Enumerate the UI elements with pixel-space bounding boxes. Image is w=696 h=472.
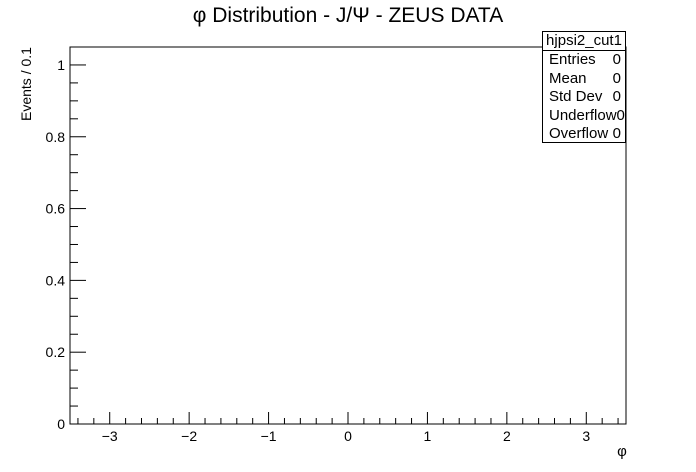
x-tick-label: −2 <box>181 428 197 444</box>
y-tick-label: 0 <box>57 416 65 432</box>
x-tick-label: 1 <box>424 428 432 444</box>
y-axis: 0 0.2 0.4 0.6 0.8 1 <box>46 46 86 432</box>
chart-title: φ Distribution - J/Ψ - ZEUS DATA <box>192 4 504 27</box>
stats-label: Underflow <box>549 106 617 124</box>
stats-value: 0 <box>612 88 621 106</box>
stats-row: Mean 0 <box>543 70 625 89</box>
stats-label: Std Dev <box>549 88 603 106</box>
stats-label: Overflow <box>549 125 609 143</box>
stats-row: Entries 0 <box>543 51 625 70</box>
stats-row: Overflow 0 <box>543 125 625 144</box>
stats-value: 0 <box>616 106 625 124</box>
stats-row: Std Dev 0 <box>543 88 625 107</box>
y-tick-label: 0.6 <box>46 201 66 217</box>
y-tick-label: 0.8 <box>46 129 66 145</box>
stats-value: 0 <box>612 51 621 68</box>
stats-row: Underflow 0 <box>543 107 625 126</box>
x-axis: −3 −2 −1 0 1 2 3 <box>77 412 619 444</box>
x-tick-label: −1 <box>261 428 277 444</box>
x-tick-label: 0 <box>344 428 352 444</box>
stats-box-name: hjpsi2_cut1 <box>543 32 625 51</box>
stats-label: Mean <box>549 69 587 87</box>
x-tick-label: −3 <box>102 428 118 444</box>
stats-value: 0 <box>612 125 621 143</box>
stats-label: Entries <box>549 51 596 68</box>
stats-box: hjpsi2_cut1 Entries 0 Mean 0 Std Dev 0 Underfl… <box>542 31 626 143</box>
x-tick-label: 3 <box>582 428 590 444</box>
y-tick-label: 0.2 <box>46 344 66 360</box>
stats-value: 0 <box>612 69 621 87</box>
y-tick-label: 1 <box>57 57 65 73</box>
y-axis-label: Events / 0.1 <box>18 47 34 121</box>
y-tick-label: 0.4 <box>46 272 66 288</box>
x-axis-label: φ <box>617 443 627 460</box>
x-tick-label: 2 <box>503 428 511 444</box>
